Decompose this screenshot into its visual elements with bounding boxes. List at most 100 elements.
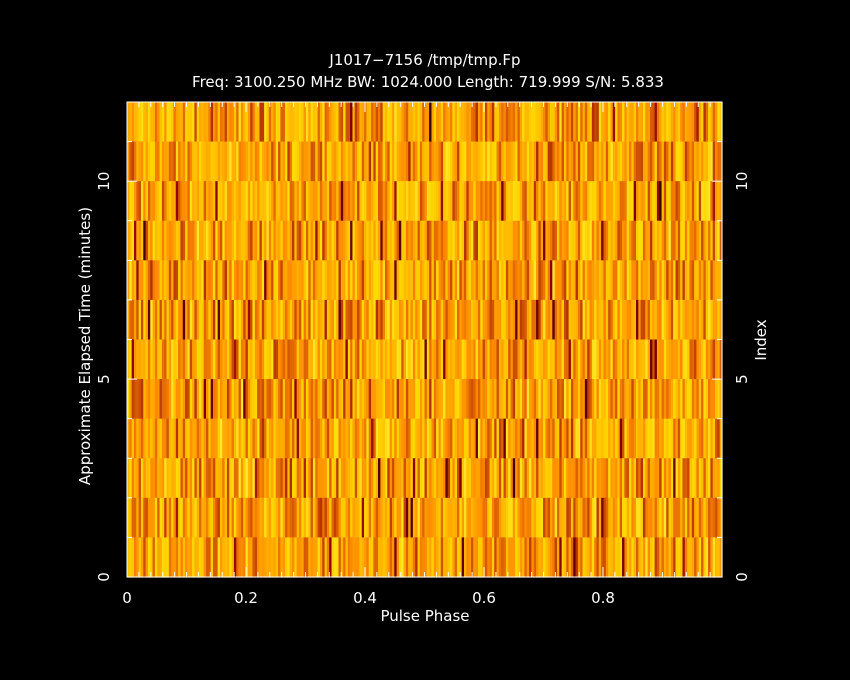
heatmap-cell (129, 418, 133, 459)
heatmap-cell (640, 299, 644, 341)
heatmap-cell (292, 537, 295, 578)
heatmap-cell (166, 537, 170, 578)
heatmap-cell (517, 497, 521, 539)
heatmap-cell (240, 458, 244, 499)
heatmap-cell (343, 299, 347, 341)
heatmap-cell (589, 299, 593, 341)
heatmap-cell (659, 379, 663, 420)
heatmap-cell (222, 458, 226, 499)
heatmap-cell (491, 418, 495, 459)
heatmap-cell (129, 339, 133, 380)
heatmap-cell (701, 458, 704, 499)
heatmap-cell (561, 181, 565, 222)
heatmap-cell (296, 458, 300, 499)
heatmap-cell (340, 339, 344, 380)
heatmap-cell (129, 181, 133, 222)
heatmap-cell (503, 299, 507, 341)
heatmap-cell (243, 141, 247, 182)
heatmap-cell (252, 260, 256, 301)
heatmap-cell (431, 181, 435, 222)
heatmap-cell (422, 260, 426, 301)
heatmap-cell (247, 458, 251, 499)
heatmap-cell (464, 141, 467, 182)
heatmap-cell (317, 497, 321, 539)
heatmap-cell (533, 141, 537, 182)
heatmap-cell (384, 181, 388, 222)
x-tick-label: 0.6 (472, 589, 496, 607)
heatmap-cell (694, 141, 698, 182)
heatmap-cell (338, 220, 342, 261)
heatmap-cell (610, 141, 614, 182)
heatmap-cell (640, 141, 644, 182)
heatmap-cell (192, 181, 195, 222)
heatmap-cell (289, 379, 293, 420)
heatmap-cell (315, 102, 319, 143)
heatmap-cell (487, 260, 491, 301)
heatmap-cell (484, 299, 488, 341)
heatmap-cell (417, 379, 421, 420)
heatmap-cell (213, 181, 216, 222)
heatmap-cell (208, 141, 212, 182)
heatmap-cell (180, 497, 184, 539)
heatmap-cell (310, 497, 314, 539)
heatmap-cell (324, 220, 328, 261)
heatmap-cell (570, 418, 574, 459)
heatmap-cell (322, 458, 326, 499)
heatmap-cell (605, 458, 609, 499)
heatmap-cell (189, 458, 193, 499)
heatmap-cell (652, 181, 656, 222)
heatmap-cell (475, 418, 479, 459)
heatmap-cell (524, 181, 528, 222)
heatmap-cell (666, 141, 670, 182)
heatmap-cell (631, 418, 635, 459)
heatmap-cell (545, 418, 549, 459)
heatmap-cell (559, 339, 563, 380)
heatmap-cell (701, 181, 704, 222)
heatmap-cell (305, 379, 309, 420)
heatmap-cell (619, 102, 623, 143)
heatmap-cell (619, 260, 623, 301)
heatmap-cell (194, 220, 198, 261)
heatmap-cell (398, 299, 402, 341)
heatmap-cell (375, 299, 379, 341)
heatmap-cell (315, 220, 319, 261)
heatmap-cell (622, 497, 625, 539)
heatmap-cell (294, 102, 298, 143)
heatmap-cell (512, 339, 516, 380)
heatmap-cell (712, 497, 716, 539)
heatmap-cell (649, 260, 653, 301)
heatmap-cell (510, 181, 514, 222)
heatmap-cell (375, 102, 379, 143)
heatmap-cell (240, 418, 244, 459)
heatmap-cell (224, 220, 228, 261)
heatmap-cell (501, 260, 505, 301)
heatmap-cell (157, 418, 161, 459)
heatmap-cell (261, 458, 265, 499)
heatmap-cell (445, 339, 449, 380)
heatmap-cell (378, 299, 381, 341)
heatmap-cell (470, 379, 474, 420)
heatmap-cell (484, 102, 488, 143)
heatmap-cell (396, 141, 400, 182)
heatmap-cell (673, 458, 677, 499)
heatmap-cell (157, 339, 161, 380)
heatmap-cell (422, 497, 426, 539)
heatmap-cell (633, 220, 637, 261)
heatmap-cell (173, 458, 177, 499)
heatmap-cell (236, 497, 240, 539)
heatmap-cell (668, 418, 672, 459)
heatmap-cell (352, 418, 356, 459)
heatmap-cell (508, 458, 512, 499)
heatmap-cell (612, 497, 616, 539)
heatmap-cell (322, 339, 326, 380)
heatmap-cell (317, 181, 321, 222)
heatmap-cell (417, 102, 421, 143)
heatmap-cell (642, 299, 646, 341)
heatmap-cell (247, 260, 251, 301)
heatmap-cell (494, 418, 498, 459)
heatmap-cell (324, 181, 328, 222)
heatmap-cell (610, 299, 614, 341)
heatmap-cell (491, 497, 495, 539)
heatmap-cell (631, 497, 635, 539)
heatmap-cell (219, 102, 223, 143)
